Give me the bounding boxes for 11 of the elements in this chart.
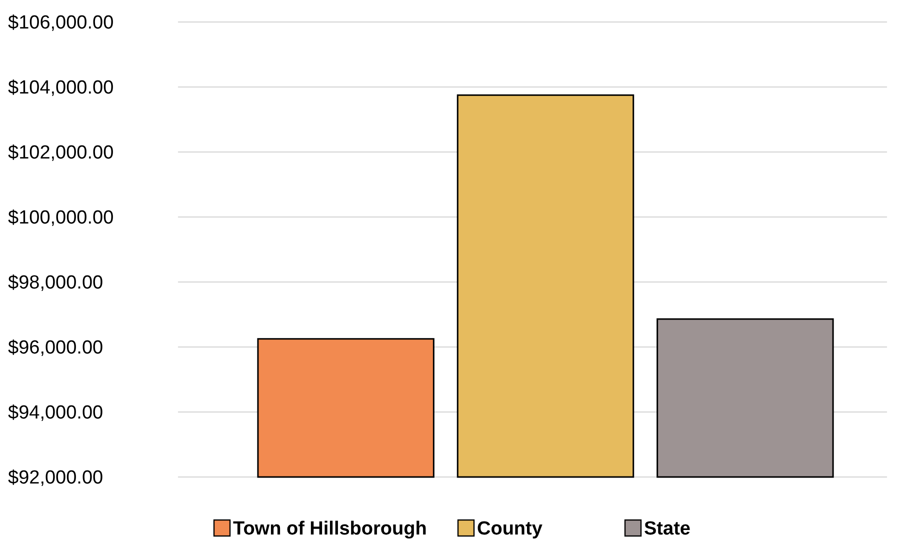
y-tick-label: $106,000.00 <box>8 12 114 34</box>
y-tick-label: $92,000.00 <box>8 468 104 489</box>
y-tick-label: $104,000.00 <box>8 78 114 99</box>
legend-label: Town of Hillsborough <box>233 518 427 540</box>
y-tick-label: $98,000.00 <box>8 272 104 294</box>
y-tick-label: $102,000.00 <box>8 142 114 164</box>
y-tick-label: $100,000.00 <box>8 208 114 229</box>
y-tick-label: $96,000.00 <box>8 338 104 359</box>
legend-label: State <box>644 518 690 540</box>
y-tick-label: $94,000.00 <box>8 402 104 424</box>
legend-label: County <box>477 518 543 540</box>
